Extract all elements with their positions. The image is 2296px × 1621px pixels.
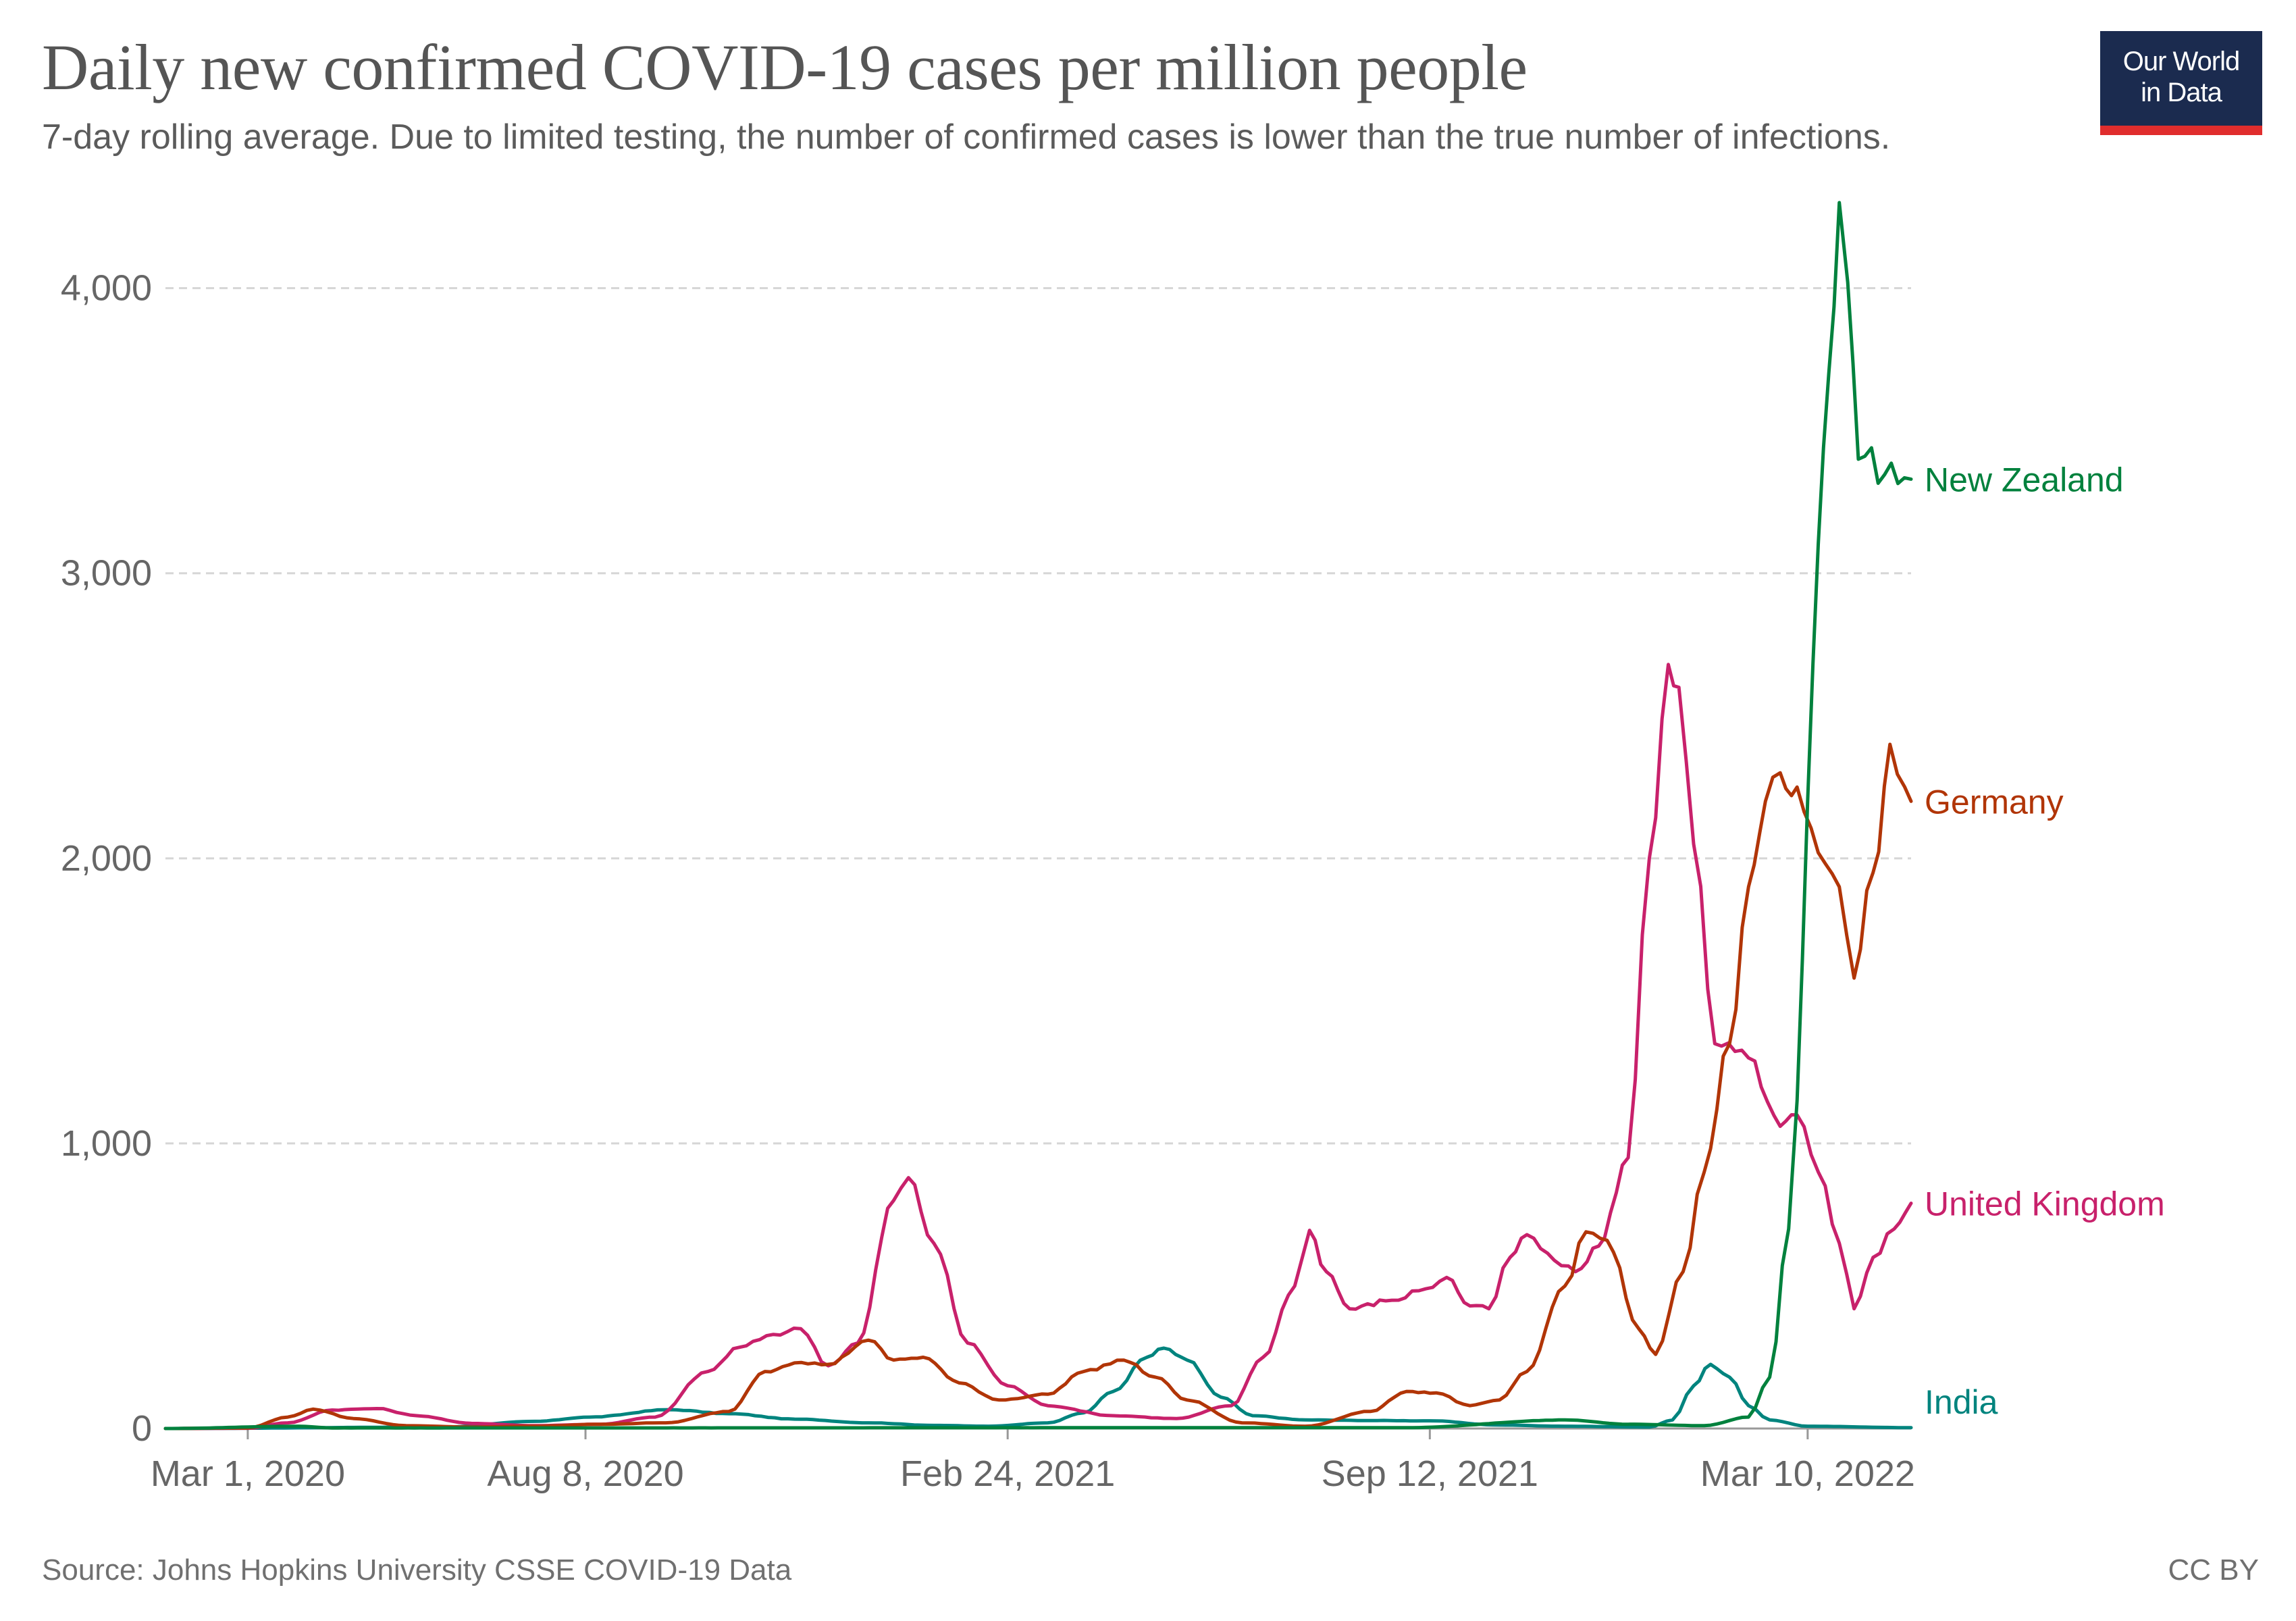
logo-text: Our World in Data [2100, 46, 2262, 108]
logo-line-1: Our World [2122, 47, 2241, 76]
series-label: New Zealand [1925, 461, 2124, 498]
source-note[interactable]: Source: Johns Hopkins University CSSE CO… [42, 1553, 792, 1587]
x-tick-label: Feb 24, 2021 [900, 1453, 1115, 1494]
chart-title: Daily new confirmed COVID-19 cases per m… [42, 31, 1528, 103]
x-tick-label: Mar 10, 2022 [1700, 1453, 1915, 1494]
series-line [163, 663, 1913, 1431]
series-line [163, 742, 1913, 1431]
y-tick-label: 2,000 [61, 838, 152, 879]
owid-logo[interactable]: Our World in Data [2100, 31, 2262, 135]
y-tick-label: 0 [132, 1408, 152, 1449]
series-label: United Kingdom [1925, 1185, 2165, 1223]
logo-red-bar [2100, 126, 2262, 135]
series-label: India [1925, 1383, 1998, 1421]
y-tick-label: 1,000 [61, 1123, 152, 1164]
chart-subtitle: 7-day rolling average. Due to limited te… [42, 118, 1891, 157]
y-tick-label: 4,000 [61, 268, 152, 309]
x-tick-label: Aug 8, 2020 [487, 1453, 683, 1494]
series-line [163, 201, 1913, 1431]
license-link[interactable]: CC BY [2168, 1553, 2259, 1587]
y-tick-label: 3,000 [61, 553, 152, 594]
x-tick-label: Mar 1, 2020 [151, 1453, 345, 1494]
x-tick-label: Sep 12, 2021 [1322, 1453, 1538, 1494]
series-label: Germany [1925, 783, 2064, 821]
logo-line-2: in Data [2141, 78, 2222, 107]
